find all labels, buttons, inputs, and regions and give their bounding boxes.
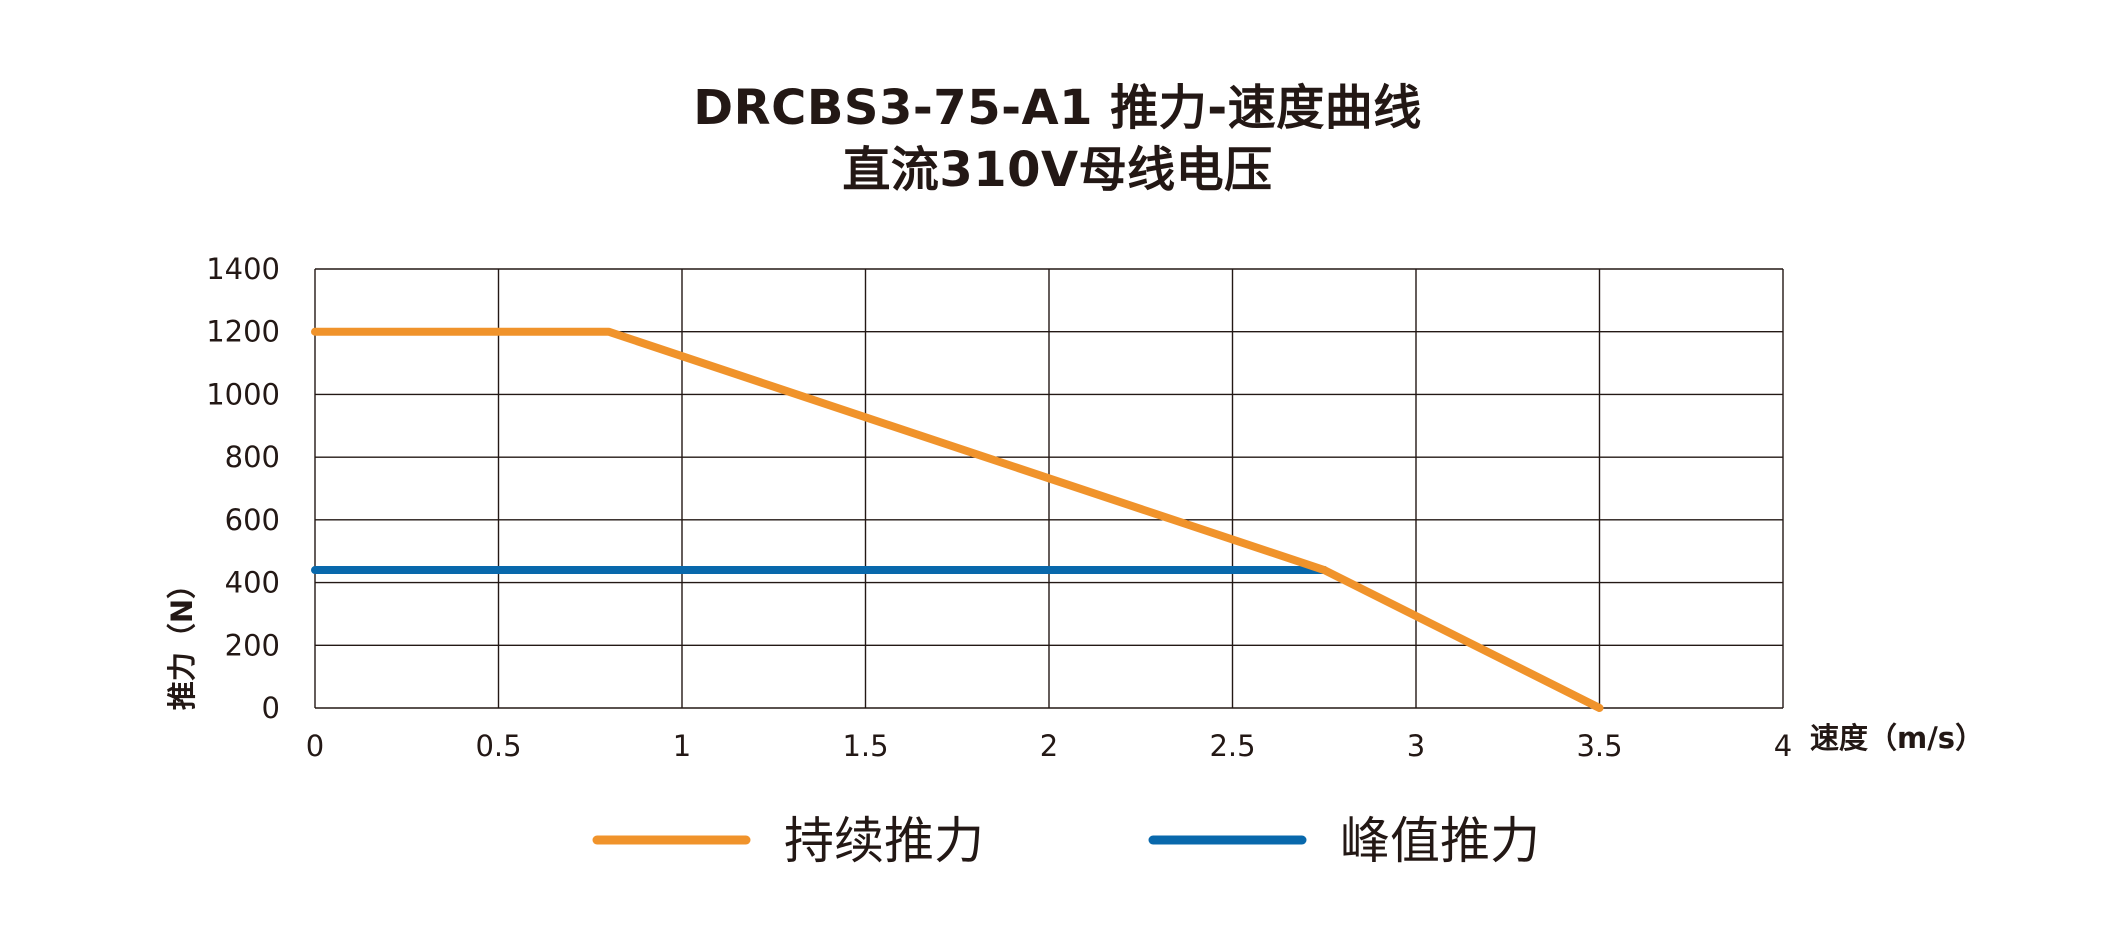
y-tick-label-800: 800 bbox=[225, 440, 280, 474]
y-tick-label-0: 0 bbox=[262, 691, 280, 725]
x-tick-label-0-5: 0.5 bbox=[475, 729, 521, 763]
x-tick-label-1-5: 1.5 bbox=[842, 729, 888, 763]
x-tick-label-0: 0 bbox=[306, 729, 324, 763]
chart-grid bbox=[314, 268, 1784, 709]
y-tick-label-1200: 1200 bbox=[206, 315, 280, 349]
legend-label-peak: 峰值推力 bbox=[1340, 812, 1540, 870]
x-tick-label-4: 4 bbox=[1774, 729, 1792, 763]
x-tick-label-1: 1 bbox=[673, 729, 691, 763]
chart-tick-labels: 0 0.5 1 1.5 2 2.5 3 3.5 4 0 200 400 600 800 1000 1200 14… bbox=[206, 252, 1792, 763]
series-line-continuous bbox=[311, 327, 1604, 712]
legend-label-continuous: 持续推力 bbox=[784, 812, 984, 870]
x-axis-title: 速度（m/s） bbox=[1810, 721, 1984, 755]
chart-title: DRCBS3-75-A1 推力-速度曲线 bbox=[693, 80, 1422, 136]
chart-series bbox=[311, 327, 1604, 712]
chart-subtitle: 直流310V母线电压 bbox=[842, 142, 1273, 198]
y-tick-label-200: 200 bbox=[225, 628, 280, 662]
y-tick-label-600: 600 bbox=[225, 503, 280, 537]
y-tick-label-1000: 1000 bbox=[206, 377, 280, 411]
y-tick-label-400: 400 bbox=[225, 566, 280, 600]
x-tick-label-3: 3 bbox=[1407, 729, 1425, 763]
chart-legend: 持续推力 峰值推力 bbox=[592, 812, 1540, 870]
y-tick-label-1400: 1400 bbox=[206, 252, 280, 286]
x-tick-label-2-5: 2.5 bbox=[1209, 729, 1255, 763]
x-tick-label-3-5: 3.5 bbox=[1576, 729, 1622, 763]
x-tick-label-2: 2 bbox=[1040, 729, 1058, 763]
y-axis-title: 推力（N） bbox=[165, 570, 199, 710]
